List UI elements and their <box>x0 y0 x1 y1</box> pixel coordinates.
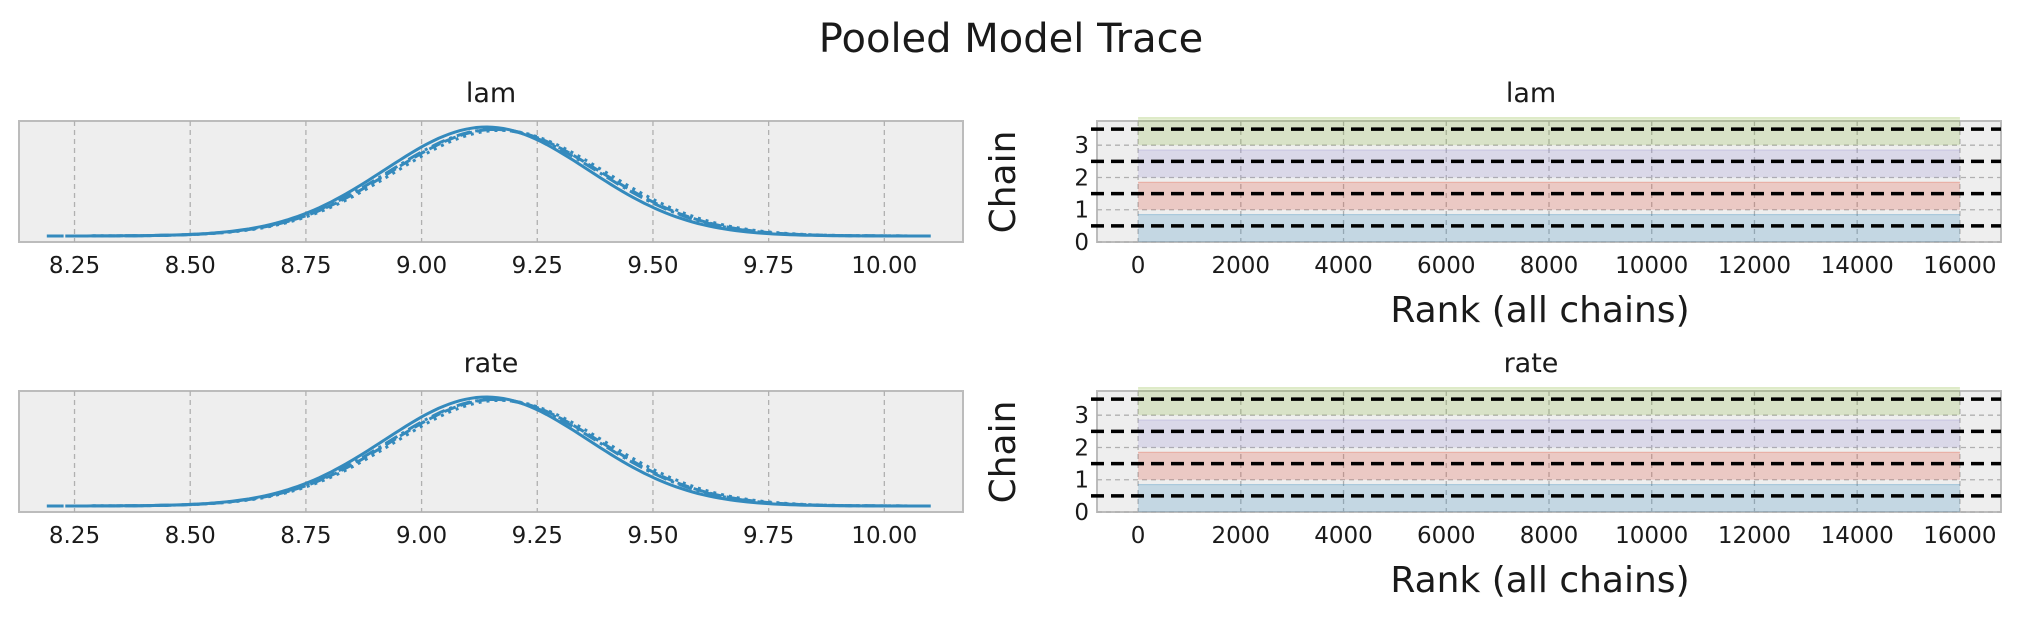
y-axis-label: Chain <box>983 131 1024 234</box>
y-tick-label: 2 <box>1074 165 1089 191</box>
panel-title: rate <box>464 348 519 379</box>
x-axis-label: Rank (all chains) <box>1390 560 1689 601</box>
kde-curve-dotted <box>60 398 931 508</box>
panel-title: rate <box>1504 348 1559 379</box>
x-tick-label: 6000 <box>1417 253 1476 279</box>
y-tick-label: 1 <box>1074 468 1089 494</box>
rank-band-chain-1 <box>1138 182 1960 210</box>
x-tick-label: 9.50 <box>627 253 678 279</box>
x-tick-label: 9.50 <box>627 523 678 549</box>
rank-band-chain-2 <box>1138 150 1960 178</box>
rank-bars <box>1091 387 2001 512</box>
kde-curve-dashdot <box>46 397 922 508</box>
grid-lines <box>1097 121 2001 243</box>
x-tick-label: 16000 <box>1923 253 1996 279</box>
x-tick-label: 8.75 <box>280 523 331 549</box>
rank-panel-rate: rate 0 2000 4000 6000 8000 10000 12000 14000 160… <box>983 348 2002 601</box>
tick-labels: 0 2000 4000 6000 8000 10000 12000 14000 16000 0 1 2… <box>1074 133 1996 279</box>
grid-lines <box>73 121 885 242</box>
x-tick-label: 8.25 <box>49 253 100 279</box>
rank-panel-lam: lam 0 2000 4000 6000 8000 10000 12000 14000 1600… <box>983 78 2002 331</box>
x-tick-label: 8.75 <box>280 253 331 279</box>
x-tick-label: 9.25 <box>512 523 563 549</box>
kde-curve-dotted <box>60 128 931 238</box>
plot-area <box>18 120 964 243</box>
x-tick-label: 10.00 <box>851 253 917 279</box>
x-tick-label: 0 <box>1131 523 1146 549</box>
x-tick-label: 10000 <box>1615 523 1688 549</box>
x-tick-label: 4000 <box>1314 523 1373 549</box>
x-tick-label: 10000 <box>1615 253 1688 279</box>
panel-title: lam <box>466 78 516 109</box>
x-tick-label: 12000 <box>1718 523 1791 549</box>
rank-band-chain-1 <box>1138 452 1960 480</box>
kde-curves <box>46 395 931 508</box>
y-tick-label: 3 <box>1074 133 1089 159</box>
x-tick-label: 8000 <box>1520 523 1579 549</box>
y-tick-label: 0 <box>1074 500 1089 526</box>
x-tick-label: 10.00 <box>851 523 917 549</box>
panel-title: lam <box>1506 78 1556 109</box>
tick-labels: 0 2000 4000 6000 8000 10000 12000 14000 16000 0 1 2… <box>1074 403 1996 549</box>
x-tick-label: 14000 <box>1821 523 1894 549</box>
x-tick-label: 9.00 <box>396 253 447 279</box>
x-tick-label: 9.75 <box>743 523 794 549</box>
x-tick-label: 8.25 <box>49 523 100 549</box>
x-tick-label: 9.75 <box>743 253 794 279</box>
rank-band-chain-2 <box>1138 420 1960 448</box>
grid-lines <box>1097 391 2001 513</box>
kde-panel-lam: lam 8.25 8.50 8.75 9.00 9.25 9.50 9.75 10.00 <box>18 78 964 279</box>
x-tick-labels: 8.25 8.50 8.75 9.00 9.25 9.50 9.75 10.00 <box>49 253 917 279</box>
x-tick-label: 2000 <box>1212 523 1271 549</box>
x-tick-label: 2000 <box>1212 253 1271 279</box>
x-tick-label: 0 <box>1131 253 1146 279</box>
rank-bars <box>1091 117 2001 242</box>
kde-curves <box>46 125 931 238</box>
rank-band-chain-0 <box>1138 484 1960 512</box>
x-tick-label: 8.50 <box>165 523 216 549</box>
figure-title: Pooled Model Trace <box>819 16 1203 62</box>
y-tick-label: 2 <box>1074 435 1089 461</box>
x-tick-label: 4000 <box>1314 253 1373 279</box>
x-tick-label: 12000 <box>1718 253 1791 279</box>
x-tick-labels: 8.25 8.50 8.75 9.00 9.25 9.50 9.75 10.00 <box>49 523 917 549</box>
x-tick-label: 6000 <box>1417 523 1476 549</box>
y-tick-label: 0 <box>1074 230 1089 256</box>
kde-curve-dashdot <box>46 127 922 238</box>
x-tick-label: 14000 <box>1821 253 1894 279</box>
y-axis-label: Chain <box>983 401 1024 504</box>
y-tick-label: 3 <box>1074 403 1089 429</box>
x-tick-label: 8000 <box>1520 253 1579 279</box>
kde-panel-rate: rate 8.25 8.50 8.75 9.00 9.25 9.50 9.75 10.00 <box>18 348 964 549</box>
rank-band-chain-3 <box>1138 117 1960 146</box>
rank-band-chain-3 <box>1138 387 1960 416</box>
rank-band-chain-0 <box>1138 214 1960 242</box>
y-tick-label: 1 <box>1074 198 1089 224</box>
x-tick-label: 9.25 <box>512 253 563 279</box>
x-tick-label: 8.50 <box>165 253 216 279</box>
x-tick-label: 9.00 <box>396 523 447 549</box>
x-tick-label: 16000 <box>1923 523 1996 549</box>
x-axis-label: Rank (all chains) <box>1390 290 1689 331</box>
plot-area <box>18 390 964 513</box>
